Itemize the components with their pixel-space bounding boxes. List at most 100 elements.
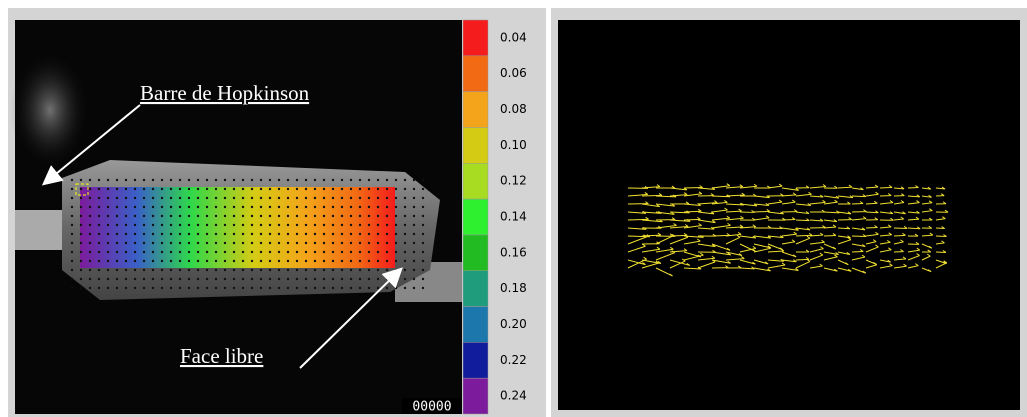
vector <box>879 226 892 229</box>
vector-head <box>926 253 931 257</box>
dot <box>358 241 362 245</box>
dot <box>151 250 155 254</box>
counter-bg <box>402 398 462 414</box>
dot <box>133 250 137 254</box>
vector <box>781 251 797 258</box>
vector <box>711 217 730 221</box>
vector-head <box>890 217 894 221</box>
vector-head <box>944 209 949 213</box>
vector-head <box>752 245 757 249</box>
dot <box>124 286 128 290</box>
vector-head <box>927 186 932 190</box>
vector <box>711 185 730 189</box>
dot <box>241 214 245 218</box>
subset-marker <box>75 183 89 196</box>
vector <box>851 187 864 191</box>
dot <box>277 178 281 182</box>
dot <box>250 214 254 218</box>
vector-head <box>710 193 715 196</box>
vector-head <box>902 256 907 260</box>
dot <box>115 196 119 200</box>
vector <box>795 219 810 222</box>
dot <box>205 214 209 218</box>
dot <box>412 259 416 263</box>
vector-head <box>873 262 878 266</box>
dot <box>223 178 227 182</box>
vector <box>781 259 797 263</box>
vector-head <box>887 259 891 263</box>
vector-head <box>807 203 811 206</box>
dot <box>187 205 191 209</box>
dot <box>115 187 119 191</box>
vector-head <box>740 215 744 219</box>
dot <box>241 268 245 272</box>
dot <box>214 241 218 245</box>
colorbar-swatch <box>462 234 489 271</box>
dot <box>358 187 362 191</box>
dot <box>322 259 326 263</box>
dot <box>133 286 137 290</box>
vector-head <box>874 217 879 221</box>
vector <box>683 240 701 245</box>
dot <box>133 214 137 218</box>
dot <box>124 232 128 236</box>
dot <box>142 259 146 263</box>
dot <box>169 232 173 236</box>
dot <box>331 241 335 245</box>
vector <box>809 195 824 198</box>
vector <box>697 243 716 248</box>
colorbar-label: 0.22 <box>500 353 527 367</box>
dot <box>70 286 74 290</box>
vector-head <box>655 260 660 264</box>
dot <box>151 187 155 191</box>
dot <box>151 178 155 182</box>
vector <box>753 259 769 265</box>
dot <box>196 286 200 290</box>
dot <box>97 259 101 263</box>
dot <box>178 268 182 272</box>
dot <box>169 178 173 182</box>
vector-image <box>558 20 1020 410</box>
reflection <box>10 50 90 170</box>
dot <box>259 241 263 245</box>
vector-head <box>710 211 715 215</box>
dot <box>124 205 128 209</box>
dot <box>421 277 425 281</box>
vector <box>823 201 838 205</box>
dot <box>421 178 425 182</box>
dot <box>286 232 290 236</box>
vector <box>851 256 866 261</box>
dot <box>196 196 200 200</box>
vector-head <box>645 216 649 220</box>
dot <box>250 277 254 281</box>
dot <box>286 259 290 263</box>
vector <box>823 251 839 256</box>
dot <box>79 205 83 209</box>
dot <box>205 232 209 236</box>
vector-head <box>671 211 675 215</box>
vector <box>851 218 867 221</box>
vector-head <box>736 234 741 238</box>
vector-head <box>941 186 946 190</box>
dot <box>331 232 335 236</box>
vector-head <box>874 225 878 228</box>
dot <box>304 277 308 281</box>
dot <box>313 196 317 200</box>
dot <box>313 232 317 236</box>
dot <box>304 187 308 191</box>
dot <box>277 286 281 290</box>
vector <box>879 241 891 245</box>
dot <box>169 223 173 227</box>
vector-head <box>765 203 770 206</box>
dot <box>403 286 407 290</box>
dot <box>349 259 353 263</box>
dot <box>331 196 335 200</box>
dot <box>151 286 155 290</box>
dot <box>385 259 389 263</box>
dot <box>277 268 281 272</box>
vector-head <box>805 249 810 253</box>
vector <box>725 258 745 261</box>
dot <box>349 187 353 191</box>
vector <box>767 227 783 230</box>
